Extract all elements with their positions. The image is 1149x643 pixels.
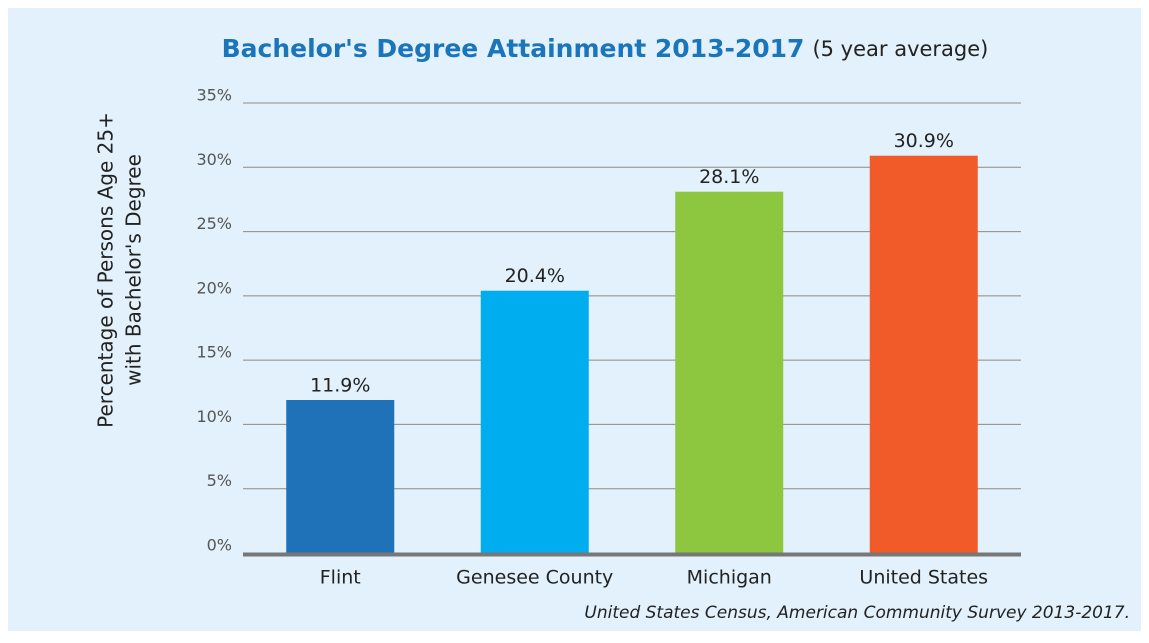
title: Bachelor's Degree Attainment 2013-2017: [222, 34, 805, 63]
y-tick-label: 0%: [207, 536, 232, 555]
y-label-line: Percentage of Persons Age 25+: [94, 112, 118, 428]
source-note: United States Census, American Community…: [584, 603, 1130, 623]
value-label: 11.9%: [310, 375, 370, 397]
subtitle: (5 year average): [812, 37, 988, 61]
bar: [286, 400, 395, 553]
value-label: 20.4%: [505, 265, 565, 287]
y-tick-label: 5%: [207, 471, 232, 490]
y-tick-label: 30%: [196, 150, 232, 169]
value-label: 28.1%: [699, 166, 759, 188]
y-label-line: with Bachelor's Degree: [122, 154, 146, 386]
x-tick-label: Flint: [320, 567, 361, 589]
y-tick-label: 15%: [196, 343, 232, 362]
value-label: 30.9%: [894, 130, 954, 152]
x-tick-label: Genesee County: [456, 567, 613, 589]
bar: [675, 191, 784, 553]
bar: [480, 290, 589, 553]
y-tick-label: 25%: [196, 214, 232, 233]
x-tick-label: Michigan: [687, 567, 772, 589]
y-tick-label: 20%: [196, 278, 232, 297]
y-axis-label: Percentage of Persons Age 25+ with Bache…: [94, 112, 146, 428]
x-tick-label: United States: [859, 567, 988, 589]
y-tick-label: 10%: [196, 407, 232, 426]
bar: [869, 155, 978, 553]
y-tick-label: 35%: [196, 86, 232, 105]
chart-title: Bachelor's Degree Attainment 2013-2017 (5…: [222, 34, 989, 63]
